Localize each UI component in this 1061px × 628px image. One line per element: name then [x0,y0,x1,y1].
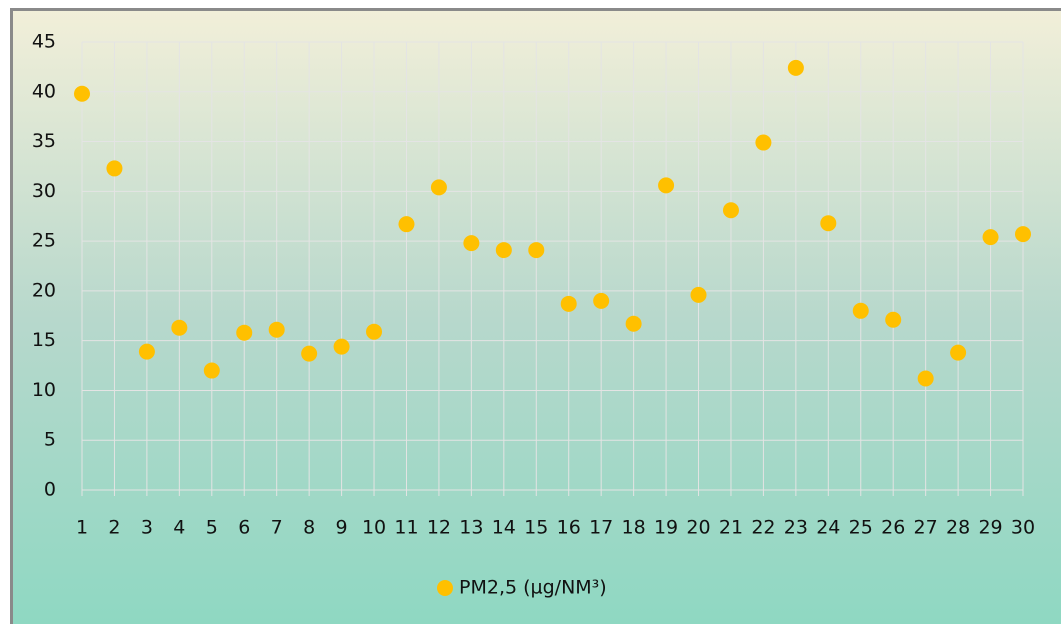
data-point [74,86,90,102]
data-point [204,363,220,379]
x-tick-label: 20 [686,517,710,539]
data-point [918,370,934,386]
x-tick-label: 29 [978,517,1002,539]
y-tick-label: 5 [44,429,56,451]
x-tick-label: 6 [238,517,250,539]
data-point [788,60,804,76]
y-tick-label: 20 [32,279,56,301]
x-tick-label: 7 [271,517,283,539]
x-tick-label: 23 [784,517,808,539]
legend-label: PM2,5 (µg/NM³) [459,577,607,599]
data-point [853,303,869,319]
x-tick-label: 11 [394,517,418,539]
data-point [593,293,609,309]
data-point [171,320,187,336]
x-tick-label: 26 [881,517,905,539]
y-tick-label: 15 [32,329,56,351]
data-point [561,296,577,312]
x-tick-label: 1 [76,517,88,539]
y-tick-label: 40 [32,80,56,102]
data-point [463,235,479,251]
data-point [626,316,642,332]
data-point [496,242,512,258]
x-tick-label: 13 [459,517,483,539]
x-tick-label: 25 [849,517,873,539]
data-point [950,345,966,361]
x-tick-label: 28 [946,517,970,539]
x-tick-label: 19 [654,517,678,539]
x-tick-label: 21 [719,517,743,539]
x-tick-label: 24 [816,517,840,539]
x-tick-label: 30 [1011,517,1035,539]
data-point [269,322,285,338]
x-tick-label: 17 [589,517,613,539]
data-point [301,346,317,362]
data-point [431,179,447,195]
data-point [236,325,252,341]
x-tick-label: 3 [141,517,153,539]
data-point [755,135,771,151]
y-tick-label: 35 [32,130,56,152]
x-tick-label: 2 [108,517,120,539]
x-tick-label: 18 [622,517,646,539]
y-tick-label: 25 [32,230,56,252]
data-point [1015,226,1031,242]
x-tick-label: 15 [524,517,548,539]
data-point [528,242,544,258]
data-point [691,287,707,303]
data-point [366,324,382,340]
data-point [106,160,122,176]
x-tick-label: 9 [336,517,348,539]
legend-marker [437,580,453,596]
x-tick-label: 22 [751,517,775,539]
x-tick-label: 10 [362,517,386,539]
x-tick-label: 27 [914,517,938,539]
data-point [334,339,350,355]
data-point [885,312,901,328]
y-tick-label: 30 [32,180,56,202]
x-tick-label: 8 [303,517,315,539]
data-point [658,177,674,193]
x-tick-label: 14 [492,517,516,539]
data-point [723,202,739,218]
y-tick-label: 45 [32,31,56,53]
data-point [983,229,999,245]
y-tick-label: 0 [44,479,56,501]
y-tick-label: 10 [32,379,56,401]
data-point [820,215,836,231]
x-tick-label: 16 [557,517,581,539]
x-tick-label: 5 [206,517,218,539]
x-tick-label: 12 [427,517,451,539]
data-point [398,216,414,232]
data-point [139,344,155,360]
x-tick-label: 4 [173,517,185,539]
